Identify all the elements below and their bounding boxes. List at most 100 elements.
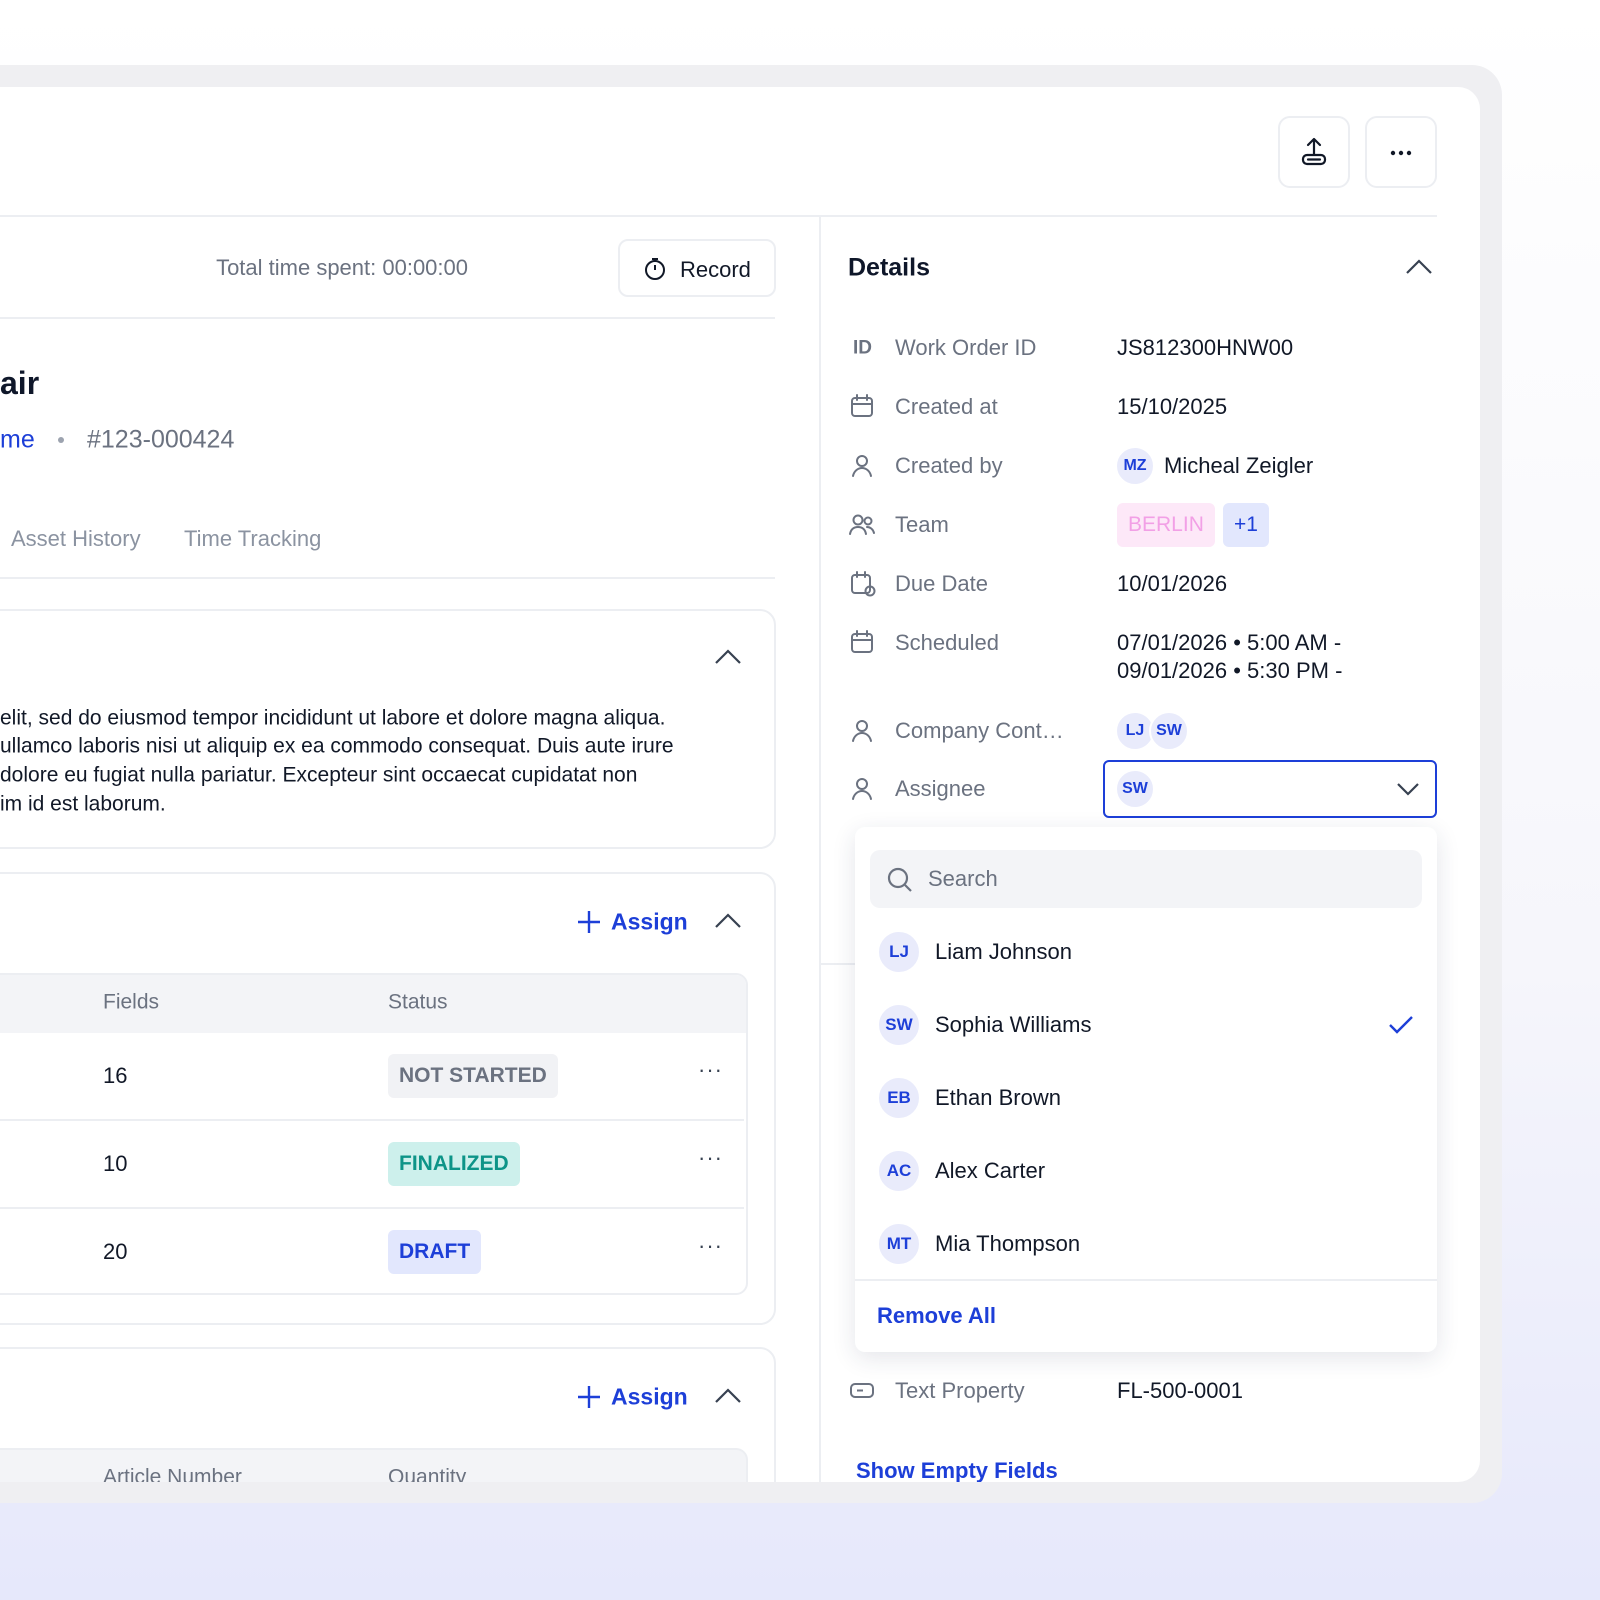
export-icon — [1301, 137, 1327, 166]
section-divider — [820, 963, 860, 965]
avatar: AC — [877, 1149, 921, 1193]
assignee-dropdown: Search LJ Liam Johnson SW Sophia Williams EB… — [855, 827, 1437, 1352]
fields-count: 10 — [103, 1151, 128, 1176]
status-badge: DRAFT — [388, 1230, 482, 1274]
total-time: Total time spent: 00:00:00 — [216, 255, 468, 280]
more-button[interactable] — [1365, 116, 1437, 188]
tab[interactable]: Asset History — [11, 526, 141, 551]
record-label: Record — [680, 257, 751, 282]
assign-button[interactable]: Assign — [611, 908, 688, 935]
field-label: Due Date — [895, 571, 988, 596]
avatar: LJ — [877, 930, 921, 974]
field-label: Text Property — [895, 1378, 1025, 1403]
search-placeholder: Search — [928, 866, 998, 891]
field-label: Company Cont… — [895, 718, 1064, 743]
field-label: Scheduled — [895, 630, 999, 655]
column-divider — [819, 215, 821, 1482]
row-menu[interactable]: ··· — [698, 1233, 723, 1258]
stopwatch-icon — [645, 258, 665, 280]
field-icon — [848, 628, 878, 662]
column-header: Article Number — [103, 1465, 242, 1483]
work-order-number: #123-000424 — [87, 425, 235, 454]
field-label: Work Order ID — [895, 335, 1037, 360]
remove-all[interactable]: Remove All — [877, 1303, 997, 1328]
check-icon — [1388, 1015, 1414, 1039]
show-empty-fields[interactable]: Show Empty Fields — [856, 1458, 1058, 1482]
chevron-icon — [1396, 781, 1420, 801]
description-card — [0, 609, 776, 849]
row-divider — [0, 1207, 744, 1209]
avatar: SW — [1149, 711, 1189, 751]
field-icon — [848, 451, 878, 485]
id-icon: ID — [853, 337, 872, 359]
field-label: Created by — [895, 453, 1003, 478]
plus-icon[interactable] — [576, 1384, 602, 1410]
collapse-icon[interactable] — [714, 647, 742, 667]
column-header: Fields — [103, 990, 160, 1014]
description-line: dolore eu fugiat nulla pariatur. Excepte… — [0, 763, 638, 787]
timer-divider — [0, 317, 775, 319]
field-value: 15/10/2025 — [1117, 394, 1228, 419]
column-header: Status — [388, 990, 448, 1014]
forms-table — [0, 973, 748, 1295]
column-header: Quantity — [388, 1465, 467, 1483]
fields-count: 16 — [103, 1063, 128, 1088]
record-button[interactable]: Record — [618, 239, 776, 297]
parts-table — [0, 1448, 748, 1482]
team-tag: BERLIN — [1117, 503, 1215, 547]
assignee-option[interactable]: SW Sophia Williams — [855, 995, 1437, 1055]
assignee-option[interactable]: EB Ethan Brown — [855, 1068, 1437, 1128]
avatar: LJ — [1115, 711, 1155, 751]
location-link[interactable]: me — [0, 425, 35, 454]
dropdown-divider — [855, 1279, 1437, 1281]
header-divider — [0, 215, 1437, 217]
collapse-icon[interactable] — [1405, 257, 1433, 277]
more-icon — [1390, 150, 1412, 156]
table-header — [0, 975, 746, 1033]
export-button[interactable] — [1278, 116, 1350, 188]
avatar: SW — [1115, 769, 1155, 809]
field-icon — [848, 392, 878, 426]
assignee-option[interactable]: LJ Liam Johnson — [855, 922, 1437, 982]
description-line: ullamco laboris nisi ut aliquip ex ea co… — [0, 734, 674, 758]
field-label: Created at — [895, 394, 998, 419]
tab[interactable]: Time Tracking — [184, 526, 322, 551]
assign-button[interactable]: Assign — [611, 1383, 688, 1410]
fields-count: 20 — [103, 1239, 128, 1264]
option-name: Liam Johnson — [935, 939, 1072, 964]
option-name: Sophia Williams — [935, 1012, 1092, 1037]
status-badge: FINALIZED — [388, 1142, 520, 1186]
field-icon — [848, 774, 878, 808]
search-icon — [887, 867, 912, 892]
description-line: im id est laborum. — [0, 792, 166, 816]
tabs-divider — [0, 577, 775, 579]
row-divider — [0, 1119, 744, 1121]
field-value: JS812300HNW00 — [1117, 335, 1294, 360]
details-title: Details — [848, 253, 930, 282]
option-name: Ethan Brown — [935, 1085, 1061, 1110]
avatar: SW — [877, 1003, 921, 1047]
avatar: MZ — [1115, 446, 1155, 486]
separator-dot — [58, 437, 64, 443]
field-value: 07/01/2026 • 5:00 AM - — [1117, 630, 1342, 655]
assignee-option[interactable]: AC Alex Carter — [855, 1141, 1437, 1201]
option-name: Mia Thompson — [935, 1231, 1081, 1256]
avatar: EB — [877, 1076, 921, 1120]
field-label: Assignee — [895, 776, 986, 801]
collapse-icon[interactable] — [714, 911, 742, 931]
field-icon — [848, 510, 878, 544]
assignee-option[interactable]: MT Mia Thompson — [855, 1214, 1437, 1274]
team-tag: +1 — [1223, 503, 1269, 547]
row-menu[interactable]: ··· — [698, 1145, 723, 1170]
plus-icon[interactable] — [576, 909, 602, 935]
field-label: Team — [895, 512, 949, 537]
field-value: 10/01/2026 — [1117, 571, 1228, 596]
assignee-select[interactable] — [1103, 760, 1437, 818]
collapse-icon[interactable] — [714, 1386, 742, 1406]
search-input[interactable]: Search — [870, 850, 1422, 908]
row-menu[interactable]: ··· — [698, 1057, 723, 1082]
field-value: 09/01/2026 • 5:30 PM - — [1117, 658, 1343, 683]
text-icon — [850, 1383, 874, 1398]
field-value: Micheal Zeigler — [1164, 453, 1314, 478]
